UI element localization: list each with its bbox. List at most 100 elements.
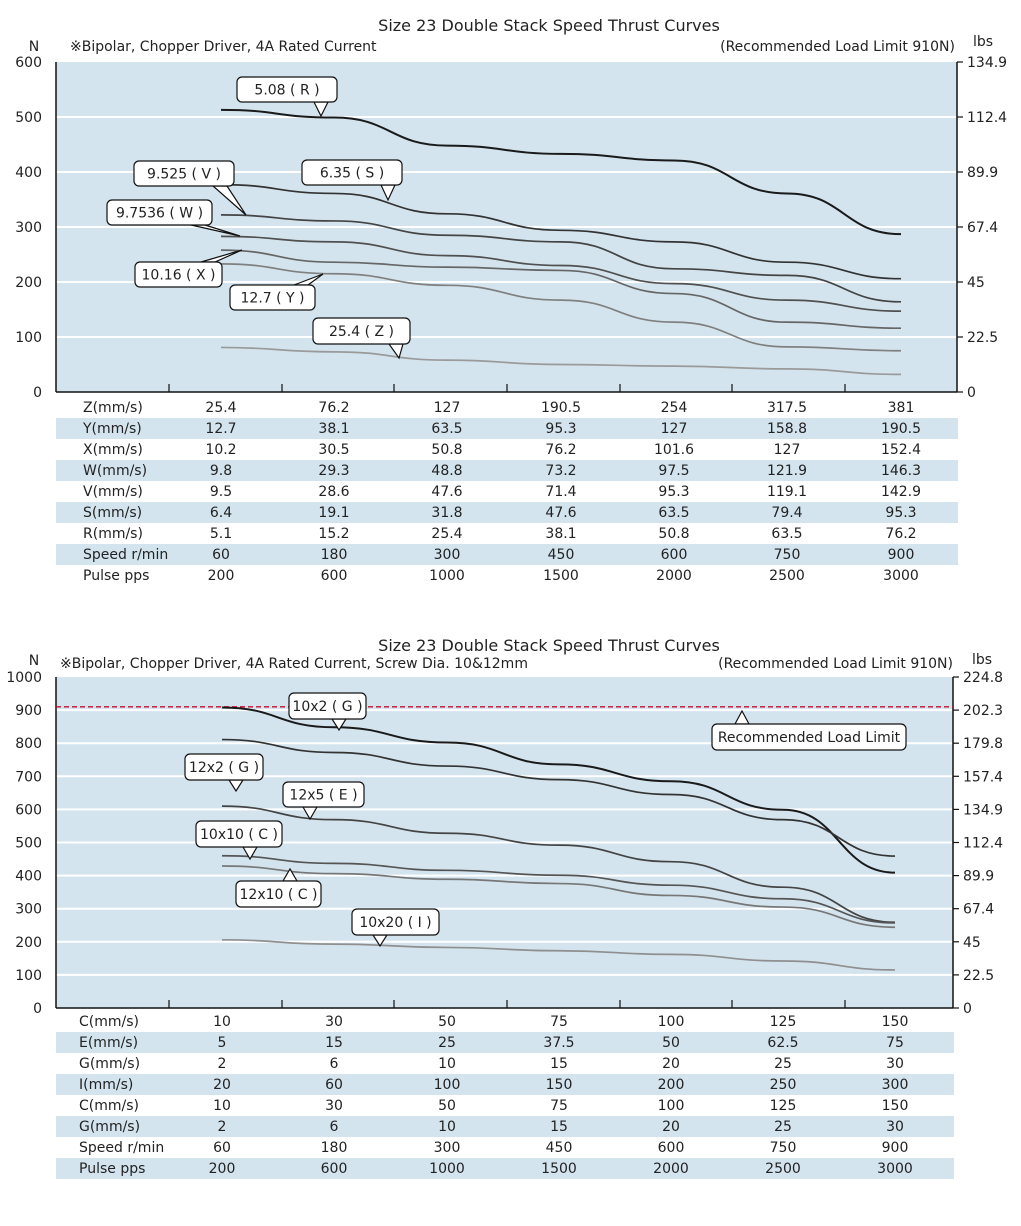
table-cell: 63.5 xyxy=(658,505,689,521)
series-label: 12.7 ( Y ) xyxy=(241,291,305,307)
table-cell: 28.6 xyxy=(318,484,349,500)
series-label: 5.08 ( R ) xyxy=(254,83,319,99)
table-cell: 3000 xyxy=(877,1161,913,1177)
table-cell: 317.5 xyxy=(767,400,807,416)
series-line-6 xyxy=(221,938,896,971)
table-cell: 30 xyxy=(325,1098,343,1114)
table-row-label: Speed r/min xyxy=(79,1140,164,1156)
table-cell: 127 xyxy=(661,421,688,437)
table-row-label: Pulse pps xyxy=(83,568,149,584)
table-cell: 60 xyxy=(325,1077,343,1093)
table-row-stripe xyxy=(56,1074,954,1095)
table-cell: 19.1 xyxy=(318,505,349,521)
table-cell: 100 xyxy=(658,1098,685,1114)
table-cell: 25 xyxy=(438,1035,456,1051)
table-cell: 9.5 xyxy=(210,484,232,500)
series-line-5 xyxy=(220,249,902,330)
table-cell: 190.5 xyxy=(881,421,921,437)
table-cell: 6 xyxy=(330,1119,339,1135)
table-cell: 95.3 xyxy=(885,505,916,521)
load-limit-note: (Recommended Load Limit 910N) xyxy=(718,656,953,672)
table-cell: 75 xyxy=(550,1014,568,1030)
series-line-1 xyxy=(221,706,896,874)
y-tick-label: 600 xyxy=(15,55,42,71)
table-cell: 150 xyxy=(882,1014,909,1030)
table-cell: 71.4 xyxy=(545,484,576,500)
table-cell: 20 xyxy=(213,1077,231,1093)
table-cell: 50 xyxy=(438,1098,456,1114)
table-cell: 75 xyxy=(550,1098,568,1114)
table-cell: 152.4 xyxy=(881,442,921,458)
table-row-label: W(mm/s) xyxy=(83,463,147,479)
table-cell: 29.3 xyxy=(318,463,349,479)
callout-box xyxy=(282,781,365,808)
table-cell: 38.1 xyxy=(318,421,349,437)
table-cell: 10 xyxy=(438,1056,456,1072)
series-line-1 xyxy=(220,108,902,236)
series-line-4 xyxy=(220,235,902,312)
callout-box xyxy=(134,261,223,288)
callout-box xyxy=(711,723,907,751)
left-axis-unit: N xyxy=(29,39,39,55)
right-axis-unit: lbs xyxy=(973,34,993,50)
table-cell: 47.6 xyxy=(431,484,462,500)
table-cell: 38.1 xyxy=(545,526,576,542)
right-axis-unit: lbs xyxy=(972,652,992,668)
table-cell: 119.1 xyxy=(767,484,807,500)
series-label: 12x2 ( G ) xyxy=(189,760,259,776)
table-cell: 10.2 xyxy=(205,442,236,458)
load-limit-note: (Recommended Load Limit 910N) xyxy=(720,39,955,55)
table-row-label: C(mm/s) xyxy=(79,1098,139,1114)
y-tick-label: 500 xyxy=(15,110,42,126)
callout-box xyxy=(235,880,322,908)
table-row-label: C(mm/s) xyxy=(79,1014,139,1030)
table-row-label: V(mm/s) xyxy=(83,484,143,500)
series-label: 12x10 ( C ) xyxy=(240,887,318,903)
table-row-stripe xyxy=(56,1116,954,1137)
left-axis-unit: N xyxy=(29,653,39,669)
y-tick-label: 400 xyxy=(15,165,42,181)
right-tick-label: 134.9 xyxy=(967,55,1007,71)
series-line-2 xyxy=(220,183,902,280)
right-tick-label: 202.3 xyxy=(963,703,1003,719)
right-tick-label: 45 xyxy=(963,935,981,951)
series-label: 10x10 ( C ) xyxy=(200,827,278,843)
table-cell: 250 xyxy=(770,1077,797,1093)
table-cell: 150 xyxy=(882,1098,909,1114)
y-tick-label: 200 xyxy=(15,935,42,951)
y-tick-label: 100 xyxy=(15,330,42,346)
table-cell: 2000 xyxy=(656,568,692,584)
table-cell: 2 xyxy=(218,1119,227,1135)
table-cell: 76.2 xyxy=(318,400,349,416)
table-cell: 2000 xyxy=(653,1161,689,1177)
table-cell: 180 xyxy=(321,547,348,563)
table-cell: 79.4 xyxy=(771,505,802,521)
table-cell: 125 xyxy=(770,1014,797,1030)
right-tick-label: 89.9 xyxy=(963,869,994,885)
series-line-6 xyxy=(220,263,902,352)
table-cell: 25.4 xyxy=(205,400,236,416)
table-cell: 75 xyxy=(886,1035,904,1051)
table-cell: 76.2 xyxy=(885,526,916,542)
table-cell: 125 xyxy=(770,1098,797,1114)
chart-title: Size 23 Double Stack Speed Thrust Curves xyxy=(378,16,720,35)
table-cell: 15 xyxy=(550,1056,568,1072)
right-tick-label: 22.5 xyxy=(967,330,998,346)
table-row-stripe xyxy=(56,460,958,481)
series-label: 9.525 ( V ) xyxy=(147,167,221,183)
table-row-label: E(mm/s) xyxy=(79,1035,138,1051)
table-cell: 900 xyxy=(882,1140,909,1156)
table-cell: 95.3 xyxy=(545,421,576,437)
table-cell: 600 xyxy=(321,568,348,584)
table-cell: 2500 xyxy=(765,1161,801,1177)
table-cell: 180 xyxy=(321,1140,348,1156)
y-tick-label: 300 xyxy=(15,220,42,236)
table-cell: 15 xyxy=(325,1035,343,1051)
table-cell: 158.8 xyxy=(767,421,807,437)
table-cell: 15 xyxy=(550,1119,568,1135)
table-row-label: G(mm/s) xyxy=(79,1119,140,1135)
table-cell: 146.3 xyxy=(881,463,921,479)
table-cell: 50.8 xyxy=(431,442,462,458)
table-cell: 300 xyxy=(434,547,461,563)
y-tick-label: 500 xyxy=(15,836,42,852)
